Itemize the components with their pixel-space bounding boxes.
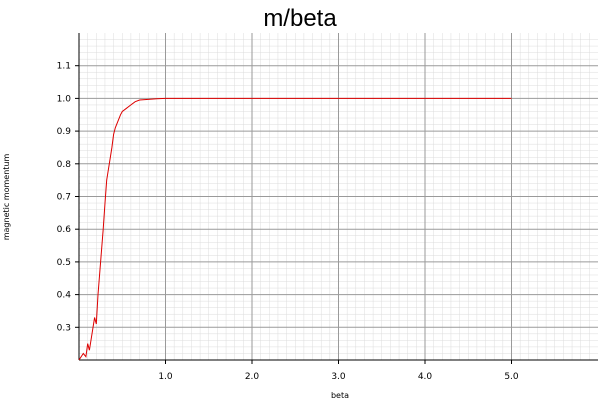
y-tick-label: 0.7 bbox=[57, 193, 71, 203]
x-axis-label: beta bbox=[331, 391, 349, 400]
series-line bbox=[78, 97, 512, 361]
y-tick-label: 0.6 bbox=[57, 225, 72, 235]
y-tick-label: 1.0 bbox=[57, 94, 72, 104]
y-tick-label: 0.3 bbox=[57, 323, 71, 333]
y-tick-label: 1.1 bbox=[57, 62, 71, 72]
y-tick-label: 0.5 bbox=[57, 258, 71, 268]
y-tick-labels: 0.3 0.4 0.5 0.6 0.7 0.8 0.9 1.0 1.1 bbox=[57, 62, 79, 333]
x-tick-label: 4.0 bbox=[418, 372, 433, 382]
x-tick-label: 3.0 bbox=[331, 372, 346, 382]
y-tick-label: 0.4 bbox=[57, 291, 72, 301]
y-axis-label: magnetic momentum bbox=[2, 154, 11, 241]
y-tick-label: 0.9 bbox=[57, 127, 72, 137]
x-tick-label: 2.0 bbox=[245, 372, 260, 382]
x-tick-label: 5.0 bbox=[504, 372, 519, 382]
grid-major bbox=[79, 33, 598, 360]
chart-title: m/beta bbox=[263, 5, 337, 32]
x-tick-label: 1.0 bbox=[158, 372, 173, 382]
x-tick-labels: 1.0 2.0 3.0 4.0 5.0 bbox=[158, 360, 519, 382]
y-tick-label: 0.8 bbox=[57, 160, 72, 170]
